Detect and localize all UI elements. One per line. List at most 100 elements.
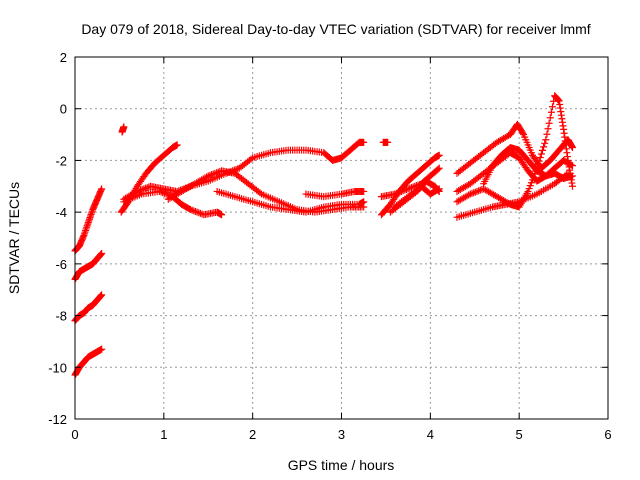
plus-marker <box>546 114 554 122</box>
plus-marker <box>471 188 479 196</box>
plus-marker <box>435 185 443 193</box>
plus-marker <box>544 125 552 133</box>
series-trace-18 <box>453 120 576 177</box>
plus-marker <box>191 207 199 215</box>
y-tick-label: -2 <box>55 153 67 168</box>
plus-marker <box>203 173 211 181</box>
plus-marker <box>435 164 443 172</box>
plus-marker <box>206 171 214 179</box>
plus-marker <box>360 198 368 206</box>
series-trace-16 <box>391 182 443 211</box>
series-trace-5 <box>118 123 128 136</box>
plus-marker <box>535 157 543 165</box>
plus-marker <box>519 129 527 137</box>
y-tick-label: 0 <box>60 102 67 117</box>
series-trace-6 <box>117 141 181 216</box>
series-trace-17 <box>453 169 572 221</box>
x-tick-label: 5 <box>516 427 523 442</box>
y-tick-label: -10 <box>48 360 67 375</box>
plus-marker <box>98 291 106 299</box>
plus-marker <box>394 189 402 197</box>
data-points <box>71 92 576 379</box>
y-tick-label: -4 <box>55 205 67 220</box>
plus-marker <box>541 139 549 147</box>
plus-marker <box>120 123 128 131</box>
grid-lines <box>75 57 608 419</box>
plus-marker <box>137 186 145 194</box>
plus-marker <box>406 184 414 192</box>
plus-marker <box>434 165 442 173</box>
plus-marker <box>547 108 555 116</box>
plus-marker <box>218 211 226 219</box>
plus-marker <box>468 189 476 197</box>
plus-marker <box>435 151 443 159</box>
x-tick-label: 0 <box>71 427 78 442</box>
plus-marker <box>208 171 216 179</box>
x-tick-label: 4 <box>427 427 434 442</box>
plus-marker <box>542 136 550 144</box>
plus-marker <box>568 172 576 180</box>
plus-marker <box>98 250 106 258</box>
x-tick-label: 2 <box>249 427 256 442</box>
plus-marker <box>159 189 167 197</box>
plus-marker <box>475 187 483 195</box>
plus-marker <box>360 138 368 146</box>
y-tick-label: 2 <box>60 50 67 65</box>
series-trace-11 <box>302 187 368 201</box>
series-trace-1 <box>71 185 106 255</box>
plus-marker <box>204 172 212 180</box>
plus-marker <box>256 189 264 197</box>
series-trace-2 <box>71 250 106 283</box>
plus-marker <box>396 188 404 196</box>
plus-marker <box>211 169 219 177</box>
plus-marker <box>209 170 217 178</box>
plus-marker <box>538 146 546 154</box>
plus-marker <box>466 190 474 198</box>
plus-marker <box>160 189 168 197</box>
plus-marker <box>391 190 399 198</box>
plus-marker <box>186 206 194 214</box>
plus-marker <box>568 162 576 170</box>
plus-marker <box>155 187 163 195</box>
series-trace-13 <box>377 151 443 219</box>
plus-marker <box>568 144 576 151</box>
plus-marker <box>214 168 222 176</box>
chart-title: Day 079 of 2018, Sidereal Day-to-day VTE… <box>81 21 590 37</box>
plus-marker <box>473 187 481 195</box>
y-tick-label: -12 <box>48 412 67 427</box>
plus-marker <box>360 187 368 195</box>
plus-marker <box>537 150 545 158</box>
plus-marker <box>540 143 548 151</box>
plus-marker <box>407 184 415 192</box>
plus-marker <box>392 189 400 197</box>
plus-marker <box>545 119 553 127</box>
series-trace-19 <box>453 149 576 195</box>
plus-marker <box>434 186 442 194</box>
plus-marker <box>402 186 410 194</box>
plus-marker <box>195 209 203 217</box>
series-trace-3 <box>71 291 106 325</box>
series-trace-21 <box>480 144 576 188</box>
series-trace-4 <box>71 345 106 379</box>
plus-marker <box>548 103 556 111</box>
series-trace-20 <box>453 92 576 211</box>
plus-marker <box>98 345 106 353</box>
y-tick-label: -8 <box>55 309 67 324</box>
x-tick-label: 3 <box>338 427 345 442</box>
plus-marker <box>162 190 170 198</box>
series-trace-12 <box>379 138 392 146</box>
plus-marker <box>404 185 412 193</box>
plus-marker <box>399 187 407 195</box>
plus-marker <box>465 191 473 199</box>
plus-marker <box>157 188 165 196</box>
plus-marker <box>247 155 255 163</box>
x-tick-label: 1 <box>160 427 167 442</box>
plus-marker <box>173 141 181 149</box>
series-trace-10 <box>213 187 368 216</box>
plus-marker <box>98 185 106 193</box>
x-axis-ticks: 0 1 2 3 4 5 6 <box>71 57 612 442</box>
plus-marker <box>193 208 201 216</box>
x-tick-label: 6 <box>604 427 611 442</box>
plus-marker <box>401 186 409 194</box>
